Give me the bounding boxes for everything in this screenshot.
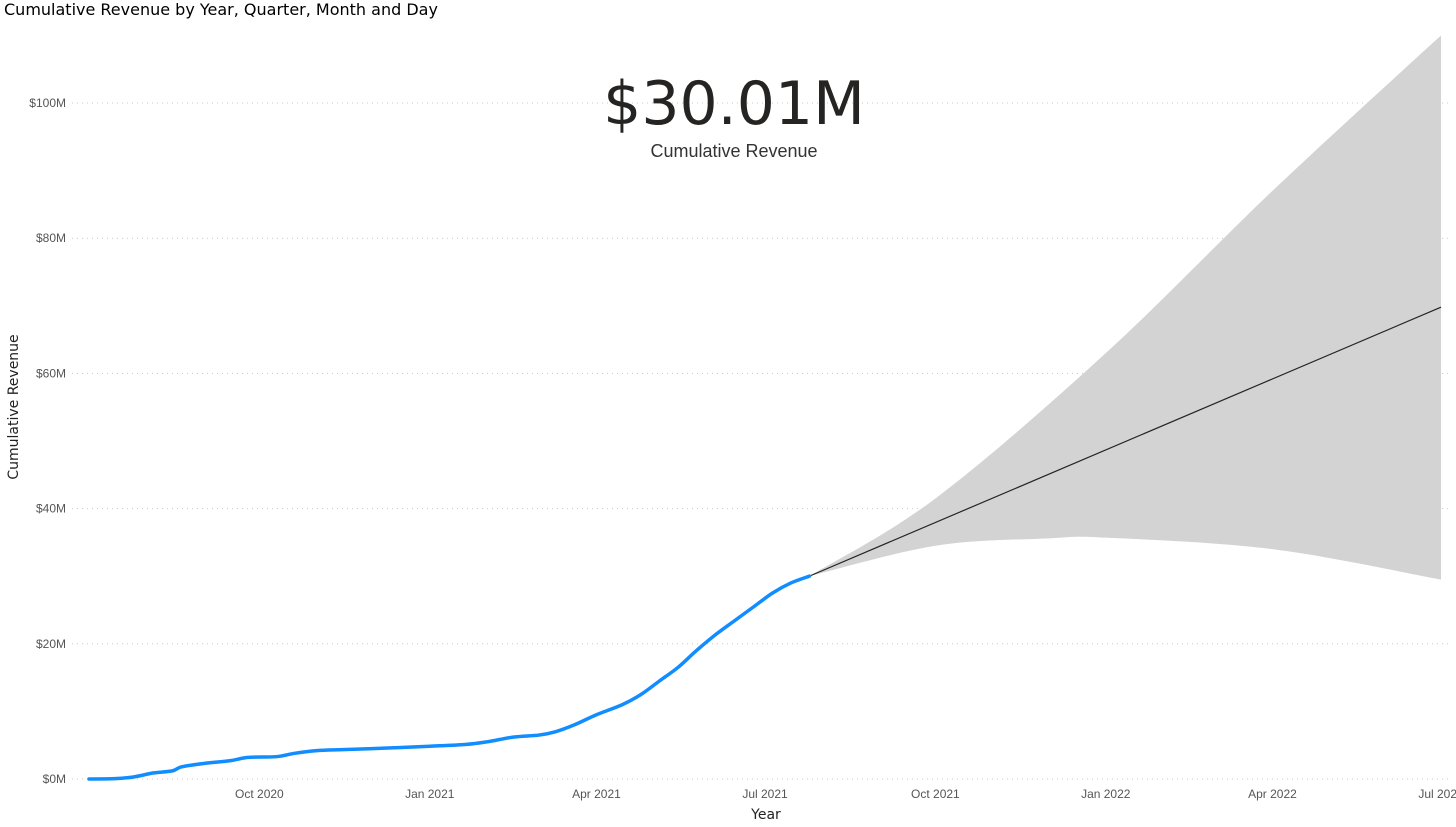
y-axis-title: Cumulative Revenue bbox=[6, 334, 22, 479]
x-tick-label: Jan 2021 bbox=[405, 787, 455, 801]
y-tick-label: $100M bbox=[29, 96, 66, 110]
kpi-label: Cumulative Revenue bbox=[650, 141, 817, 161]
kpi-value: $30.01M bbox=[603, 69, 865, 139]
x-tick-label: Apr 2021 bbox=[572, 787, 621, 801]
forecast-line bbox=[809, 306, 1442, 577]
y-tick-label: $40M bbox=[36, 502, 66, 516]
actual-revenue-line[interactable] bbox=[87, 574, 812, 781]
chart-title: Cumulative Revenue by Year, Quarter, Mon… bbox=[4, 0, 438, 19]
y-tick-label: $0M bbox=[43, 772, 66, 786]
y-tick-label: $20M bbox=[36, 637, 66, 651]
x-tick-label: Jul 2021 bbox=[742, 787, 788, 801]
x-tick-label: Jan 2022 bbox=[1081, 787, 1131, 801]
actual-line-layer bbox=[87, 574, 812, 781]
x-tick-layer: Oct 2020 Jan 2021 Apr 2021 Jul 2021 Oct 2021… bbox=[235, 787, 1456, 801]
x-axis-title: Year bbox=[750, 807, 781, 823]
x-tick-label: Jul 2022 bbox=[1418, 787, 1456, 801]
y-tick-layer: $0M $20M $40M $60M $80M $100M bbox=[29, 96, 66, 786]
x-tick-label: Apr 2022 bbox=[1248, 787, 1297, 801]
confidence-band-layer bbox=[809, 35, 1441, 580]
confidence-band bbox=[809, 35, 1441, 580]
y-tick-label: $60M bbox=[36, 366, 66, 380]
x-tick-label: Oct 2020 bbox=[235, 787, 284, 801]
y-tick-label: $80M bbox=[36, 231, 66, 245]
x-tick-label: Oct 2021 bbox=[911, 787, 960, 801]
forecast-layer bbox=[809, 306, 1442, 577]
